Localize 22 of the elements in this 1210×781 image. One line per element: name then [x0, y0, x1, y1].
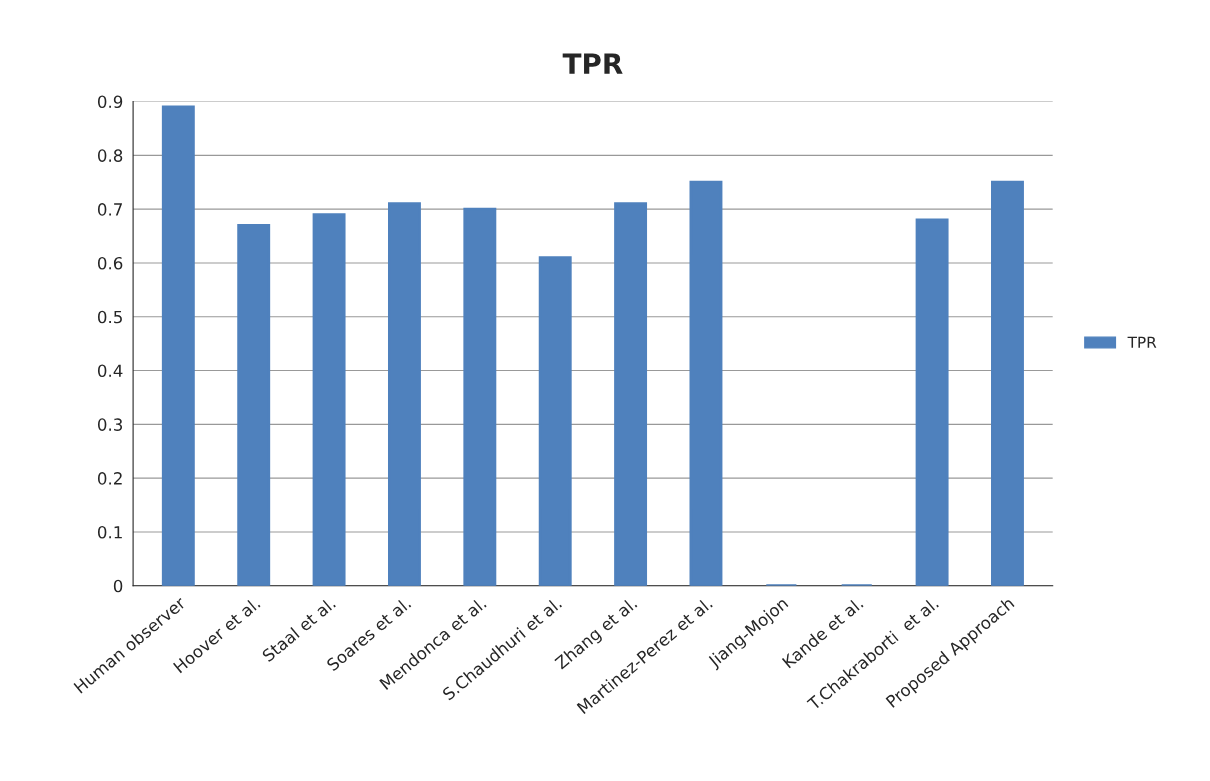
y-tick-label: 0.4: [97, 364, 123, 378]
y-tick-label: 0.7: [97, 203, 122, 216]
y-tick-label: 0.8: [97, 149, 123, 162]
bar: [312, 213, 346, 586]
bar: [614, 202, 648, 586]
chart-title: TPR: [562, 53, 623, 74]
y-tick-label: 0.3: [97, 418, 123, 431]
y-tick-label: 0.1: [97, 525, 122, 539]
bar: [387, 202, 421, 586]
y-tick-label: 0: [113, 579, 123, 593]
y-tick-label: 0.2: [97, 472, 122, 485]
bar: [915, 218, 949, 586]
bar: [991, 180, 1024, 586]
bar: [463, 207, 497, 586]
y-tick-label: 0.6: [97, 256, 123, 270]
y-tick-label: 0.9: [97, 95, 123, 109]
bar: [237, 223, 271, 586]
legend-label: TPR: [1127, 336, 1157, 348]
bar: [538, 256, 572, 586]
bar: [689, 180, 723, 586]
y-tick-label: 0.5: [97, 310, 122, 324]
bar: [161, 105, 195, 586]
